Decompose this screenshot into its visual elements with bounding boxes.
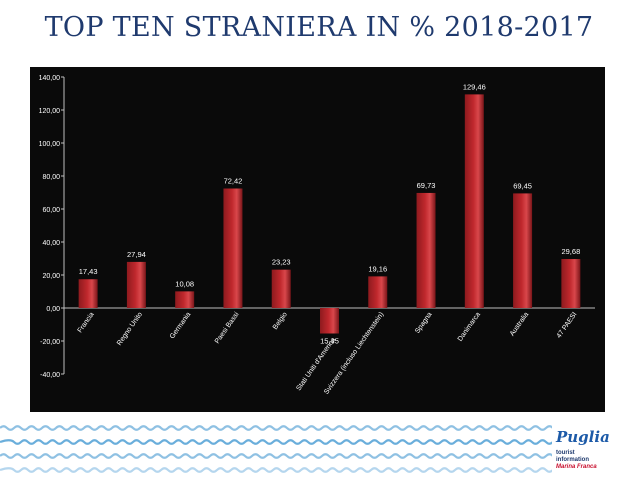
y-tick-label: 100,00 xyxy=(39,141,61,148)
category-label: Belgio xyxy=(272,311,289,331)
y-tick-label: 80,00 xyxy=(42,174,60,181)
bar xyxy=(513,193,533,308)
bar xyxy=(271,269,291,308)
y-tick-label: 60,00 xyxy=(42,207,60,214)
data-label: 129,46 xyxy=(463,82,486,91)
bar xyxy=(368,276,388,308)
data-label: 69,73 xyxy=(417,181,436,190)
bar xyxy=(223,188,243,308)
logo-line-3: Marina Franca xyxy=(556,464,597,470)
data-label: 19,16 xyxy=(368,264,387,273)
wave-line xyxy=(0,467,552,473)
bar xyxy=(78,279,98,308)
category-label: Australia xyxy=(509,311,530,337)
y-tick-label: 0,00 xyxy=(46,306,60,313)
category-label: 47 PAESI xyxy=(556,311,579,339)
category-label: Paesi Bassi xyxy=(214,311,241,345)
logo-line-2: information xyxy=(556,457,589,463)
category-label: Danimarca xyxy=(457,311,482,343)
data-label: 10,08 xyxy=(175,279,194,288)
data-label: 23,23 xyxy=(272,258,291,267)
wave-line xyxy=(0,439,552,445)
tourist-info-logo: Puglia tourist information Marina Franca xyxy=(552,428,632,476)
bar-chart: -40,00 -20,00 0,00 20,00 40,00 60,00 80,00 100,… xyxy=(39,75,595,396)
wave-line xyxy=(0,453,552,459)
bar xyxy=(175,291,195,308)
y-tick-label: 20,00 xyxy=(42,273,60,280)
data-label: 27,94 xyxy=(127,250,146,259)
y-tick-label: 120,00 xyxy=(39,108,61,115)
bar xyxy=(416,192,436,308)
y-tick-label: 40,00 xyxy=(42,240,60,247)
wave-decoration xyxy=(0,425,552,473)
bar xyxy=(320,308,339,334)
wave-line xyxy=(0,425,552,431)
chart-panel: -40,00 -20,00 0,00 20,00 40,00 60,00 80,00 100,… xyxy=(30,67,605,412)
data-label: 69,45 xyxy=(513,181,532,190)
logo-brand: Puglia xyxy=(556,428,610,446)
bar xyxy=(464,94,484,309)
y-tick-label: -20,00 xyxy=(40,339,60,346)
category-label: Regno Unito xyxy=(116,311,144,347)
bar xyxy=(561,259,581,308)
data-label: 17,43 xyxy=(79,267,98,276)
data-label: 72,42 xyxy=(224,177,243,186)
data-label: 29,68 xyxy=(561,247,580,256)
y-tick-label: 140,00 xyxy=(39,75,61,82)
category-label: Spagna xyxy=(414,311,434,335)
category-label: Germania xyxy=(169,311,192,340)
chart-title: TOP TEN STRANIERA IN % 2018-2017 xyxy=(44,12,594,43)
data-label: 15,45 xyxy=(320,336,339,345)
category-label: Francia xyxy=(77,311,96,334)
y-tick-label: -40,00 xyxy=(40,372,60,379)
logo-line-1: tourist xyxy=(556,450,575,456)
bar xyxy=(126,261,146,308)
